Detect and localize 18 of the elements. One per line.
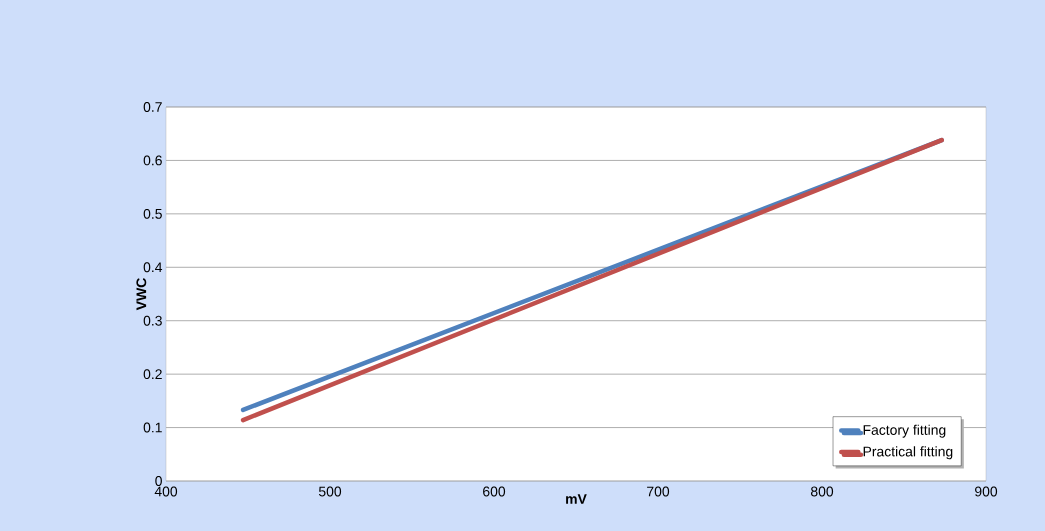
x-tick-label: 900 xyxy=(975,486,998,497)
y-tick-label: 0.1 xyxy=(143,422,162,433)
y-tick-label: 0 xyxy=(155,476,162,486)
y-tick-label: 0.6 xyxy=(143,155,162,166)
y-tick-label: 0.4 xyxy=(143,262,163,273)
x-tick-label: 600 xyxy=(483,486,506,497)
x-axis-title: mV xyxy=(566,494,587,504)
y-tick-label: 0.2 xyxy=(143,369,162,380)
legend-label: Practical fitting xyxy=(863,446,953,460)
y-tick-label: 0.7 xyxy=(143,102,162,112)
x-tick-label: 400 xyxy=(154,486,178,497)
legend-label: Factory fitting xyxy=(863,424,946,438)
y-axis-title: VWC xyxy=(136,278,147,311)
x-tick-label: 800 xyxy=(810,486,834,497)
x-tick-label: 700 xyxy=(647,486,670,497)
x-tick-label: 500 xyxy=(318,486,342,497)
y-tick-label: 0.5 xyxy=(143,208,162,219)
y-tick-label: 0.3 xyxy=(143,315,162,326)
